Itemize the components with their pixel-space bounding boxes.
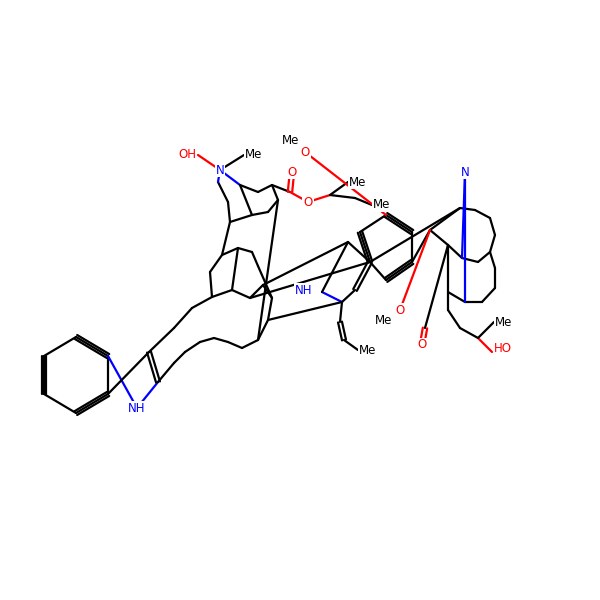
- Text: O: O: [287, 166, 296, 179]
- Text: NH: NH: [295, 283, 312, 296]
- Text: O: O: [395, 304, 404, 317]
- Text: Me: Me: [283, 133, 299, 146]
- Text: Me: Me: [245, 148, 263, 161]
- Text: N: N: [461, 166, 469, 179]
- Text: Me: Me: [376, 313, 392, 326]
- Text: O: O: [418, 338, 427, 352]
- Text: Me: Me: [496, 316, 512, 329]
- Text: Me: Me: [359, 343, 377, 356]
- Text: O: O: [301, 145, 310, 158]
- Text: N: N: [215, 163, 224, 176]
- Text: NH: NH: [128, 401, 146, 415]
- Text: Me: Me: [349, 175, 367, 188]
- Text: Me: Me: [373, 199, 391, 211]
- Text: OH: OH: [178, 148, 196, 161]
- Text: HO: HO: [494, 341, 512, 355]
- Text: O: O: [304, 196, 313, 208]
